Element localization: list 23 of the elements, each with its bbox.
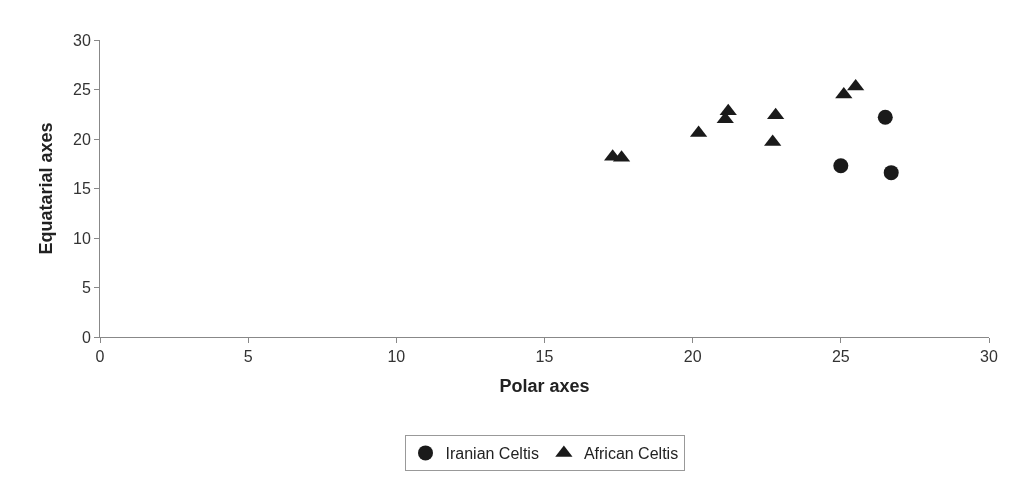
point [883,165,899,181]
x-tick-label: 5 [243,348,253,366]
x-tick-label: 30 [980,348,998,366]
y-tick-label: 25 [73,81,91,99]
x-tick-label: 20 [683,348,702,366]
y-tick-label: 0 [81,328,91,346]
x-tick-label: 0 [95,348,105,366]
y-tick-label: 30 [73,31,91,49]
x-tick-label: 15 [535,348,554,366]
point [833,158,849,174]
y-axis-title: Equatarial axes [36,122,57,255]
y-tick-label: 20 [73,130,91,148]
y-tick-label: 5 [81,279,91,297]
legend-label: African Celtis [583,445,679,463]
point [877,109,893,125]
point [719,103,737,116]
x-tick-label: 25 [831,348,850,366]
x-axis-title: Polar axes [499,376,590,397]
x-tick-label: 10 [387,348,406,366]
point [835,86,853,99]
y-tick-label: 10 [73,229,91,247]
legend-label: Iranian Celtis [445,445,539,463]
y-tick-label: 15 [73,180,91,198]
